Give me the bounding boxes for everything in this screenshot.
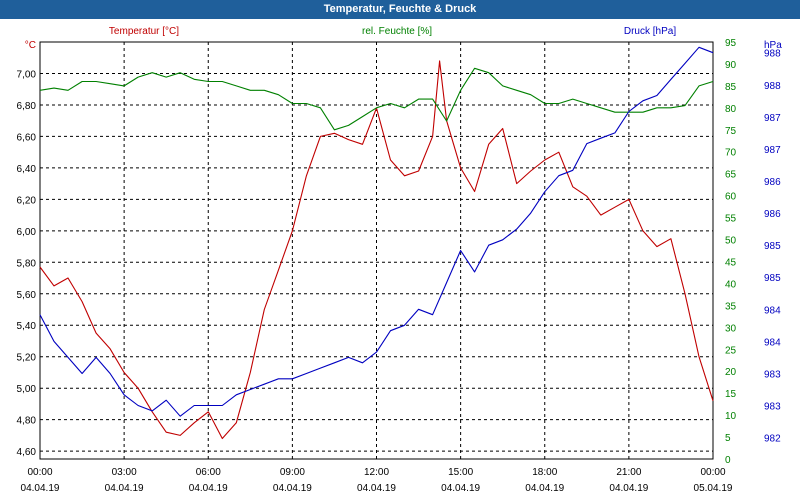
humidity-tick-label: 90 xyxy=(725,60,737,71)
x-tick-date: 04.04.19 xyxy=(609,483,648,494)
humidity-series-line xyxy=(39,67,714,131)
x-tick-date: 04.04.19 xyxy=(525,483,564,494)
temperature-axis-label: Temperatur [°C] xyxy=(109,26,179,37)
pressure-tick-label: 987 xyxy=(764,145,781,156)
window-title: Temperatur, Feuchte & Druck xyxy=(0,0,800,19)
pressure-tick-label: 985 xyxy=(764,241,781,252)
temperature-tick-label: 6,80 xyxy=(17,101,37,112)
humidity-tick-label: 40 xyxy=(725,279,737,290)
pressure-tick-label: 986 xyxy=(764,177,781,188)
temperature-tick-label: 6,40 xyxy=(17,164,37,175)
pressure-tick-label: 985 xyxy=(764,273,781,284)
x-tick-time: 09:00 xyxy=(280,467,305,478)
humidity-tick-label: 75 xyxy=(725,126,737,137)
x-tick-date: 04.04.19 xyxy=(189,483,228,494)
pressure-unit-label: hPa xyxy=(764,40,782,51)
humidity-tick-label: 5 xyxy=(725,433,731,444)
pressure-axis-label: Druck [hPa] xyxy=(624,26,676,37)
humidity-tick-label: 15 xyxy=(725,389,737,400)
pressure-tick-label: 986 xyxy=(764,209,781,220)
temperature-series-line xyxy=(39,60,714,440)
humidity-tick-label: 60 xyxy=(725,192,737,203)
temperature-tick-label: 6,20 xyxy=(17,195,37,206)
pressure-tick-label: 983 xyxy=(764,402,781,413)
x-tick-time: 06:00 xyxy=(196,467,221,478)
pressure-tick-label: 988 xyxy=(764,49,781,60)
x-tick-time: 00:00 xyxy=(700,467,725,478)
x-tick-time: 03:00 xyxy=(112,467,137,478)
temperature-unit-label: °C xyxy=(25,40,36,51)
temperature-tick-label: 6,60 xyxy=(17,132,37,143)
temperature-tick-label: 5,20 xyxy=(17,353,37,364)
humidity-tick-label: 80 xyxy=(725,104,737,115)
temperature-tick-label: 5,60 xyxy=(17,290,37,301)
x-tick-time: 21:00 xyxy=(616,467,641,478)
x-tick-date: 04.04.19 xyxy=(357,483,396,494)
temperature-tick-label: 6,00 xyxy=(17,227,37,238)
humidity-tick-label: 45 xyxy=(725,257,737,268)
humidity-tick-label: 50 xyxy=(725,236,737,247)
temperature-tick-label: 5,40 xyxy=(17,321,37,332)
pressure-tick-label: 983 xyxy=(764,369,781,380)
humidity-tick-label: 0 xyxy=(725,455,731,466)
pressure-tick-label: 988 xyxy=(764,81,781,92)
pressure-tick-label: 982 xyxy=(764,434,781,445)
temperature-tick-label: 5,00 xyxy=(17,384,37,395)
x-tick-time: 15:00 xyxy=(448,467,473,478)
x-tick-date: 04.04.19 xyxy=(105,483,144,494)
humidity-axis-label: rel. Feuchte [%] xyxy=(362,26,432,37)
humidity-tick-label: 65 xyxy=(725,170,737,181)
pressure-tick-label: 984 xyxy=(764,337,781,348)
humidity-tick-label: 85 xyxy=(725,82,737,93)
humidity-tick-label: 70 xyxy=(725,148,737,159)
x-tick-date: 04.04.19 xyxy=(273,483,312,494)
x-tick-date: 05.04.19 xyxy=(694,483,733,494)
temperature-tick-label: 7,00 xyxy=(17,69,37,80)
x-tick-date: 04.04.19 xyxy=(441,483,480,494)
humidity-tick-label: 55 xyxy=(725,214,737,225)
humidity-tick-label: 10 xyxy=(725,411,737,422)
temperature-tick-label: 4,60 xyxy=(17,447,37,458)
x-tick-time: 18:00 xyxy=(532,467,557,478)
axis-labels: 00:00 04.04.19 03:00 04.04.19 06:00 04.04.19 0… xyxy=(17,26,783,494)
grid-lines xyxy=(40,42,713,459)
pressure-tick-label: 987 xyxy=(764,113,781,124)
pressure-series-line xyxy=(39,46,714,417)
humidity-tick-label: 25 xyxy=(725,345,737,356)
series-lines xyxy=(39,46,714,440)
humidity-tick-label: 20 xyxy=(725,367,737,378)
temperature-tick-label: 5,80 xyxy=(17,258,37,269)
humidity-tick-label: 30 xyxy=(725,323,737,334)
humidity-tick-label: 35 xyxy=(725,301,737,312)
temperature-tick-label: 4,80 xyxy=(17,416,37,427)
x-tick-time: 00:00 xyxy=(27,467,52,478)
chart-canvas: 00:00 04.04.19 03:00 04.04.19 06:00 04.04.19 0… xyxy=(17,26,783,494)
pressure-tick-label: 984 xyxy=(764,305,781,316)
humidity-tick-label: 95 xyxy=(725,38,737,49)
x-tick-date: 04.04.19 xyxy=(21,483,60,494)
x-tick-time: 12:00 xyxy=(364,467,389,478)
